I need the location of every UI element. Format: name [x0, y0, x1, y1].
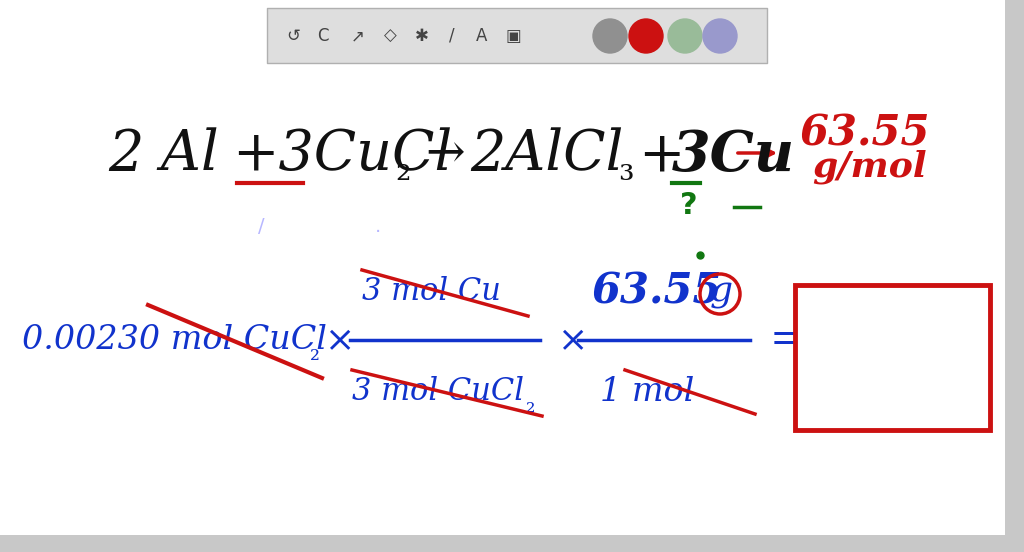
Text: ✱: ✱ — [415, 27, 429, 45]
Text: 1 mol: 1 mol — [600, 376, 694, 408]
Text: .: . — [375, 217, 381, 236]
Bar — [267, 8, 767, 63]
Text: ×: × — [325, 323, 355, 357]
Text: ?: ? — [680, 190, 697, 220]
Bar — [0, 535, 1024, 552]
Text: 2AlCl: 2AlCl — [470, 128, 624, 182]
Text: A: A — [476, 27, 487, 45]
Text: C: C — [317, 27, 329, 45]
Circle shape — [629, 19, 663, 53]
Circle shape — [593, 19, 627, 53]
Text: /: / — [258, 217, 264, 236]
Text: 3 mol CuCl: 3 mol CuCl — [352, 376, 524, 407]
Text: ₂: ₂ — [526, 395, 536, 417]
Text: +3CuCl: +3CuCl — [232, 128, 453, 182]
Text: /: / — [450, 27, 455, 45]
Text: 63.55: 63.55 — [800, 112, 931, 154]
Text: =: = — [770, 319, 805, 361]
Bar — [1005, 0, 1024, 552]
Text: 3 mol Cu: 3 mol Cu — [362, 277, 501, 307]
Text: 3Cu: 3Cu — [672, 128, 795, 183]
Text: 2 Al: 2 Al — [108, 128, 219, 182]
Bar — [795, 285, 990, 430]
Text: ×: × — [558, 323, 588, 357]
Text: ₂: ₂ — [310, 342, 319, 365]
Text: ₃: ₃ — [618, 151, 634, 188]
Text: g/mol: g/mol — [812, 150, 927, 184]
Text: 63.55: 63.55 — [592, 271, 723, 313]
Text: 0.00230 mol CuCl: 0.00230 mol CuCl — [22, 324, 327, 356]
Text: ▣: ▣ — [505, 27, 521, 45]
Text: Cu: Cu — [862, 366, 922, 404]
Circle shape — [703, 19, 737, 53]
Text: 0.146 g: 0.146 g — [811, 314, 973, 352]
Text: ◇: ◇ — [384, 27, 396, 45]
Text: ₂: ₂ — [395, 151, 411, 188]
Text: ↗: ↗ — [351, 27, 365, 45]
Text: +: + — [638, 128, 684, 182]
Text: →: → — [425, 132, 465, 178]
Circle shape — [668, 19, 702, 53]
Text: g: g — [710, 275, 733, 309]
Text: ↺: ↺ — [286, 27, 300, 45]
